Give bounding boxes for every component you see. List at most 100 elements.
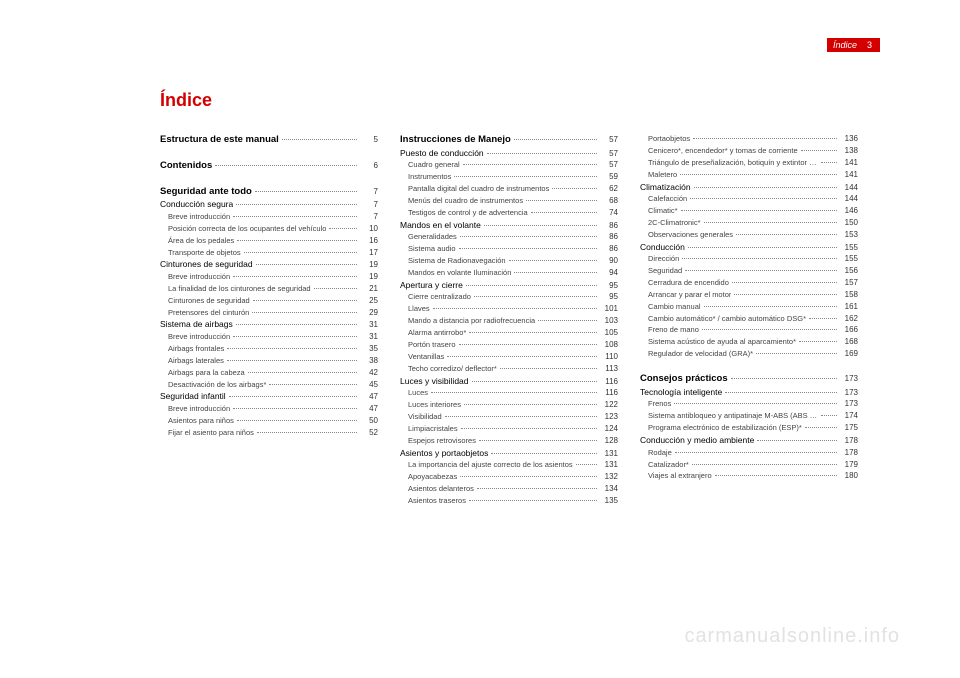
toc-entry-page: 86	[600, 220, 618, 232]
toc-entry-text: Asientos delanteros	[408, 484, 474, 495]
toc-entry-text: Instrumentos	[408, 172, 451, 183]
toc-entry: Dirección155	[640, 253, 858, 265]
toc-entry-text: Techo corredizo/ deflector*	[408, 364, 497, 375]
toc-entry-page: 95	[600, 291, 618, 303]
toc-entry-page: 38	[360, 355, 378, 367]
toc-entry-text: Generalidades	[408, 232, 457, 243]
toc-entry-dots	[675, 452, 837, 453]
toc-entry-dots	[269, 384, 357, 385]
toc-entry: Luces interiores122	[400, 399, 618, 411]
toc-entry-page: 116	[600, 376, 618, 388]
toc-entry-dots	[314, 288, 357, 289]
toc-entry: Llaves101	[400, 303, 618, 315]
toc-entry-dots	[463, 164, 597, 165]
toc-entry: Contenidos6	[160, 159, 378, 173]
toc-entry-page: 59	[600, 171, 618, 183]
toc-entry-text: Portón trasero	[408, 340, 456, 351]
toc-entry-dots	[233, 276, 357, 277]
toc-entry-page: 155	[840, 242, 858, 254]
toc-entry-dots	[256, 264, 357, 265]
toc-entry-dots	[431, 392, 597, 393]
toc-entry-text: Triángulo de preseñalización, botiquín y…	[648, 158, 818, 169]
toc-entry-dots	[704, 222, 837, 223]
toc-entry-page: 17	[360, 247, 378, 259]
toc-entry-page: 156	[840, 265, 858, 277]
toc-entry-text: Mando a distancia por radiofrecuencia	[408, 316, 535, 327]
toc-entry: Espejos retrovisores128	[400, 435, 618, 447]
toc-entry: Rodaje178	[640, 447, 858, 459]
toc-entry-dots	[215, 165, 357, 166]
toc-entry-page: 138	[840, 145, 858, 157]
toc-entry: Airbags frontales35	[160, 343, 378, 355]
page-tab-number: 3	[867, 40, 872, 50]
page-tab: Índice 3	[827, 38, 880, 52]
toc-entry-page: 131	[600, 448, 618, 460]
toc-entry-page: 144	[840, 182, 858, 194]
toc-entry-dots	[244, 252, 357, 253]
toc-entry: Luces116	[400, 387, 618, 399]
toc-entry-text: Contenidos	[160, 159, 212, 173]
toc-entry: Cinturones de seguridad25	[160, 295, 378, 307]
toc-entry-text: 2C-Climatronic*	[648, 218, 701, 229]
toc-entry-page: 150	[840, 217, 858, 229]
toc-entry-dots	[252, 312, 357, 313]
toc-entry-dots	[715, 475, 837, 476]
toc-entry-dots	[233, 408, 357, 409]
toc-spacer	[160, 173, 378, 185]
toc-entry: Cambio automático* / cambio automático D…	[640, 313, 858, 325]
toc-entry: Limpiacristales124	[400, 423, 618, 435]
toc-entry-text: Área de los pedales	[168, 236, 234, 247]
toc-entry-text: Cuadro general	[408, 160, 460, 171]
toc-entry: Seguridad infantil47	[160, 390, 378, 403]
toc-entry: Desactivación de los airbags*45	[160, 379, 378, 391]
toc-entry-text: Breve introducción	[168, 404, 230, 415]
toc-entry-text: Climatic*	[648, 206, 678, 217]
toc-entry: Breve introducción47	[160, 403, 378, 415]
toc-entry-text: Luces	[408, 388, 428, 399]
toc-entry: Regulador de velocidad (GRA)*169	[640, 348, 858, 360]
toc-entry-dots	[681, 210, 837, 211]
toc-entry-dots	[487, 153, 597, 154]
toc-entry-dots	[466, 285, 597, 286]
toc-entry-page: 135	[600, 495, 618, 507]
toc-entry-text: Frenos	[648, 399, 671, 410]
toc-entry-page: 19	[360, 271, 378, 283]
toc-entry-page: 35	[360, 343, 378, 355]
toc-entry-page: 94	[600, 267, 618, 279]
toc-entry-text: Breve introducción	[168, 272, 230, 283]
toc-entry-page: 134	[600, 483, 618, 495]
toc-entry: Alarma antirrobo*105	[400, 327, 618, 339]
toc-entry-page: 180	[840, 470, 858, 482]
toc-entry: Climatic*146	[640, 205, 858, 217]
toc-entry-page: 45	[360, 379, 378, 391]
toc-entry-page: 141	[840, 169, 858, 181]
toc-entry-dots	[531, 212, 597, 213]
toc-entry-text: Luces y visibilidad	[400, 375, 469, 387]
toc-entry-dots	[233, 336, 357, 337]
toc-entry: Generalidades86	[400, 231, 618, 243]
toc-entry-page: 108	[600, 339, 618, 351]
toc-entry: Apertura y cierre95	[400, 279, 618, 292]
toc-entry-text: Cinturones de seguridad	[168, 296, 250, 307]
toc-entry: Transporte de objetos17	[160, 247, 378, 259]
toc-entry: Maletero141	[640, 169, 858, 181]
toc-entry-dots	[282, 139, 357, 140]
toc-entry: 2C-Climatronic* 150	[640, 217, 858, 229]
toc-entry-page: 68	[600, 195, 618, 207]
toc-entry-page: 110	[600, 351, 618, 363]
toc-entry: Sistema acústico de ayuda al aparcamient…	[640, 336, 858, 348]
toc-entry: Luces y visibilidad 116	[400, 375, 618, 388]
toc-entry-page: 21	[360, 283, 378, 295]
toc-entry-page: 128	[600, 435, 618, 447]
toc-entry-dots	[227, 348, 357, 349]
toc-entry-text: Freno de mano	[648, 325, 699, 336]
toc-entry-text: Cerradura de encendido	[648, 278, 729, 289]
toc-entry-text: Tecnología inteligente	[640, 386, 722, 398]
toc-entry-dots	[479, 440, 597, 441]
toc-entry-dots	[257, 432, 357, 433]
toc-entry-text: Sistema antibloqueo y antipatinaje M-ABS…	[648, 411, 818, 422]
toc-entry-dots	[526, 200, 597, 201]
toc-entry-page: 131	[600, 459, 618, 471]
toc-entry: Cuadro general57	[400, 159, 618, 171]
toc-entry: Freno de mano166	[640, 324, 858, 336]
